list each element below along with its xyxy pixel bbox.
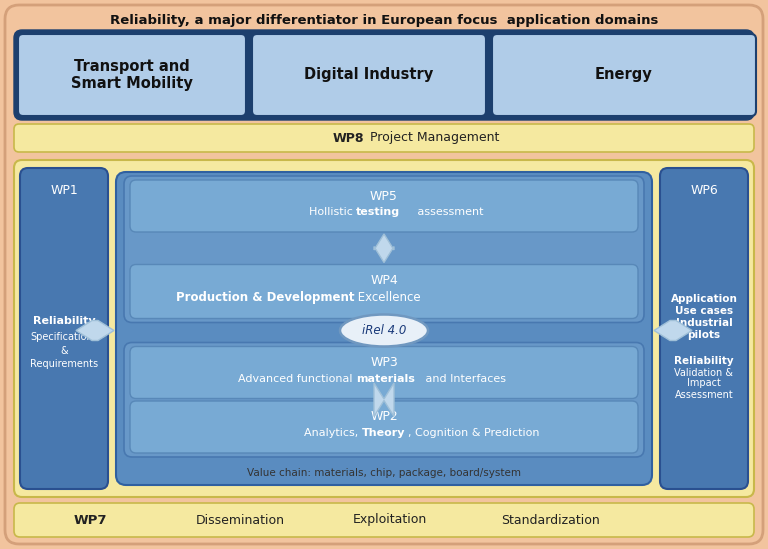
- FancyBboxPatch shape: [492, 34, 756, 116]
- FancyBboxPatch shape: [116, 172, 652, 485]
- Text: WP7: WP7: [73, 513, 107, 526]
- Text: Energy: Energy: [595, 68, 653, 82]
- FancyBboxPatch shape: [124, 176, 644, 322]
- FancyBboxPatch shape: [14, 124, 754, 152]
- Text: Hollistic: Hollistic: [309, 207, 356, 217]
- Text: Theory: Theory: [362, 428, 406, 438]
- FancyBboxPatch shape: [124, 343, 644, 457]
- Text: WP6: WP6: [690, 183, 718, 197]
- Text: Transport and
Smart Mobility: Transport and Smart Mobility: [71, 59, 193, 91]
- Text: Assessment: Assessment: [674, 389, 733, 400]
- Text: Analytics,: Analytics,: [304, 428, 362, 438]
- Text: Advanced functional: Advanced functional: [238, 373, 356, 384]
- FancyBboxPatch shape: [252, 34, 486, 116]
- Text: Dissemination: Dissemination: [196, 513, 284, 526]
- Text: Production & Development: Production & Development: [176, 291, 354, 304]
- FancyBboxPatch shape: [14, 160, 754, 497]
- Text: Project Management: Project Management: [366, 132, 499, 144]
- Text: Reliability: Reliability: [33, 316, 95, 326]
- FancyBboxPatch shape: [14, 503, 754, 537]
- Text: and Interfaces: and Interfaces: [422, 373, 506, 384]
- Text: Use cases: Use cases: [675, 305, 733, 316]
- Text: , Cognition & Prediction: , Cognition & Prediction: [408, 428, 539, 438]
- FancyBboxPatch shape: [20, 168, 108, 489]
- Text: testing: testing: [356, 207, 400, 217]
- Text: Validation &: Validation &: [674, 367, 733, 378]
- FancyBboxPatch shape: [18, 34, 246, 116]
- Text: Excellence: Excellence: [354, 291, 421, 304]
- Text: pilots: pilots: [687, 329, 720, 339]
- Text: assessment: assessment: [414, 207, 484, 217]
- Polygon shape: [76, 321, 114, 340]
- FancyBboxPatch shape: [130, 180, 638, 232]
- Polygon shape: [374, 234, 394, 262]
- FancyBboxPatch shape: [14, 30, 754, 120]
- Text: WP5: WP5: [370, 189, 398, 203]
- Polygon shape: [374, 383, 394, 417]
- FancyBboxPatch shape: [130, 401, 638, 453]
- Text: Reliability, a major differentiator in European focus  application domains: Reliability, a major differentiator in E…: [110, 14, 658, 27]
- Text: WP1: WP1: [50, 183, 78, 197]
- Text: Application: Application: [670, 294, 737, 304]
- FancyBboxPatch shape: [130, 346, 638, 399]
- Text: Industrial: Industrial: [676, 317, 733, 328]
- Text: materials: materials: [356, 373, 415, 384]
- Text: WP2: WP2: [370, 411, 398, 423]
- Text: iRel 4.0: iRel 4.0: [362, 324, 406, 337]
- Text: Digital Industry: Digital Industry: [304, 68, 434, 82]
- Text: Impact: Impact: [687, 378, 721, 389]
- Text: WP3: WP3: [370, 356, 398, 369]
- FancyBboxPatch shape: [5, 5, 763, 544]
- Text: Reliability: Reliability: [674, 356, 733, 366]
- Text: Exploitation: Exploitation: [353, 513, 427, 526]
- FancyBboxPatch shape: [130, 265, 638, 318]
- Text: Specifications
&
Requirements: Specifications & Requirements: [30, 332, 98, 369]
- Polygon shape: [654, 321, 692, 340]
- Text: WP4: WP4: [370, 274, 398, 287]
- Ellipse shape: [340, 315, 428, 346]
- FancyBboxPatch shape: [660, 168, 748, 489]
- Text: Standardization: Standardization: [501, 513, 599, 526]
- Text: Value chain: materials, chip, package, board/system: Value chain: materials, chip, package, b…: [247, 468, 521, 478]
- Text: WP8: WP8: [333, 132, 364, 144]
